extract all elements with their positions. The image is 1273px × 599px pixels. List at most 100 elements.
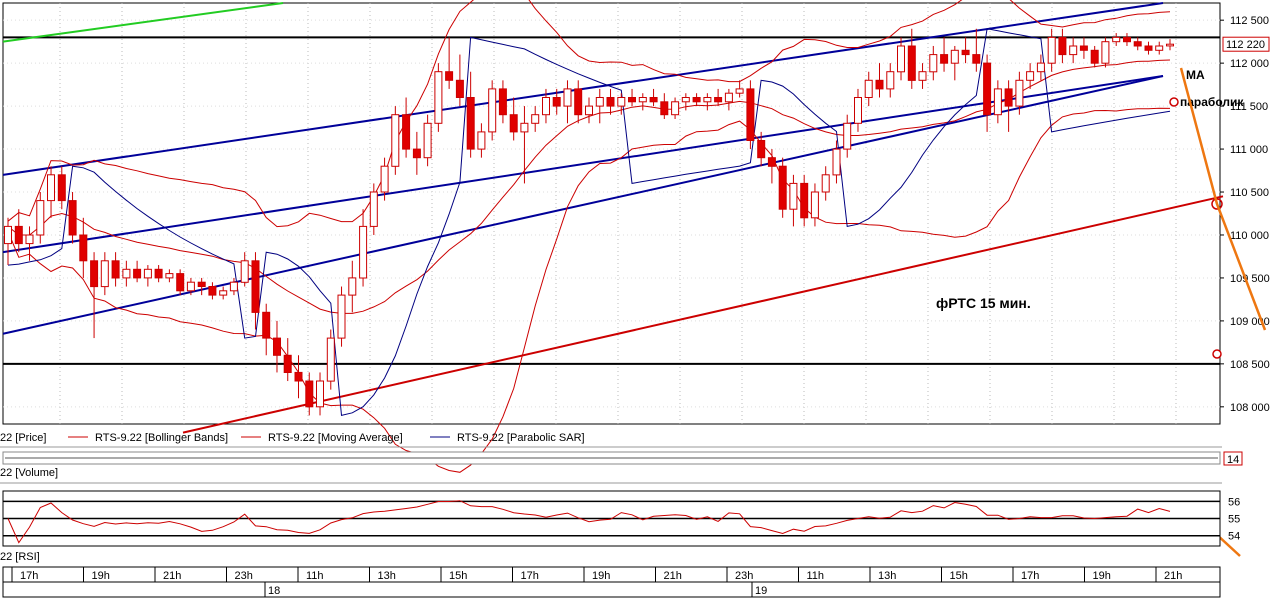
candle-body: [176, 273, 185, 292]
candle-body: [1090, 49, 1099, 64]
channel-line: [182, 195, 1224, 434]
time-tick-label: 23h: [735, 570, 753, 582]
bollinger-upper: [7, 0, 1171, 228]
candle-body: [294, 371, 303, 382]
candle-body: [918, 71, 927, 81]
candle-body: [950, 49, 959, 64]
candle-body: [1123, 36, 1131, 43]
candle-body: [100, 260, 109, 288]
candle-body: [1026, 71, 1035, 81]
forecast-arrow: [1179, 67, 1267, 331]
rsi-tick-label: 54: [1228, 531, 1240, 543]
price-panel: [2, 2, 1221, 425]
candle-body: [843, 122, 852, 150]
sar-annotation: параболик: [1180, 95, 1244, 109]
candle-body: [466, 97, 475, 150]
candle-body: [574, 88, 583, 116]
parabolic-sar: [7, 28, 1171, 417]
legend-label: 22 [Price]: [0, 432, 46, 444]
candle-body: [1112, 36, 1121, 43]
candle-body: [412, 148, 421, 159]
candle-body: [186, 281, 195, 292]
candle-body: [638, 97, 647, 103]
price-tick-label: 111 500: [1230, 101, 1268, 113]
candle-body: [455, 79, 464, 99]
horizontal-levels: [3, 36, 1220, 365]
time-tick-label: 17h: [521, 570, 539, 582]
candle-body: [789, 182, 798, 210]
time-tick-label: 19h: [1093, 570, 1111, 582]
candle-body: [585, 105, 593, 116]
price-tick-label: 111 000: [1230, 144, 1268, 156]
candle-body: [767, 157, 776, 167]
channel-line: [2, 75, 1164, 335]
candle-body: [434, 71, 443, 124]
rsi-plot: 54 55 56: [3, 496, 1240, 544]
candle-body: [778, 165, 787, 210]
candle-body: [316, 380, 324, 408]
price-tick-label: 108 000: [1230, 402, 1270, 414]
candle-body: [477, 131, 486, 150]
candle-body: [359, 225, 368, 279]
candle-body: [1133, 41, 1142, 47]
candle-body: [4, 225, 12, 245]
price-tick-label: 109 500: [1230, 273, 1270, 285]
day-tick-label: 19: [755, 585, 767, 597]
level-marker: [1212, 349, 1222, 359]
candle-body: [402, 114, 411, 150]
volume-value-box: [1223, 451, 1243, 466]
last-price-box: [1222, 36, 1270, 52]
time-tick-label: 23h: [235, 570, 253, 582]
candle-body: [940, 54, 949, 64]
candle-body: [703, 97, 712, 103]
candle-body: [972, 54, 981, 64]
candle-body: [746, 88, 755, 141]
sar-marker: [1169, 97, 1179, 107]
candle-body: [251, 260, 260, 313]
candle-body: [821, 174, 830, 193]
rsi-tick-label: 55: [1228, 514, 1240, 526]
candle-body: [1047, 36, 1056, 64]
time-axis: 17h 19h 21h 23h 11h 13h 15h 17h 19h 21h 23h 11h 13h 1…: [3, 567, 1220, 597]
candle-body: [283, 354, 292, 373]
time-tick-label: 21h: [163, 570, 181, 582]
candle-body: [660, 101, 669, 116]
candle-body: [14, 225, 23, 245]
candle-body: [68, 200, 77, 236]
candle-body: [832, 148, 841, 176]
candle-body: [520, 122, 529, 133]
candle-body: [907, 45, 916, 81]
candle-body: [875, 79, 884, 90]
time-tick-label: 11h: [306, 570, 324, 582]
legend-label: RTS-9.22 [Bollinger Bands]: [95, 432, 228, 444]
candle-body: [929, 54, 938, 73]
candle-body: [79, 234, 88, 262]
candle-body: [671, 101, 680, 116]
candle-body: [983, 62, 992, 116]
time-tick-label: 15h: [449, 570, 467, 582]
candle-body: [595, 97, 604, 107]
candle-body: [208, 286, 217, 296]
channel-line: [2, 2, 284, 43]
candle-body: [57, 174, 66, 202]
candle-body: [1079, 45, 1088, 51]
candle-body: [542, 97, 550, 116]
candle-body: [531, 114, 540, 124]
candle-body: [36, 200, 45, 236]
time-tick-label: 13h: [378, 570, 396, 582]
candle-body: [1155, 45, 1164, 51]
channel-line: [2, 2, 1164, 176]
rsi-tick-label: 56: [1228, 496, 1240, 508]
candle-body: [1015, 79, 1024, 107]
channel-lines: [2, 2, 1224, 434]
candle-body: [692, 97, 701, 103]
volume-label: 22 [Volume]: [0, 467, 58, 479]
candle-body: [628, 97, 636, 103]
candle-body: [229, 281, 238, 292]
candle-body: [649, 97, 658, 103]
candle-body: [380, 165, 389, 193]
price-tick-label: 108 500: [1230, 359, 1270, 371]
candle-body: [273, 337, 281, 356]
candle-body: [25, 234, 34, 245]
